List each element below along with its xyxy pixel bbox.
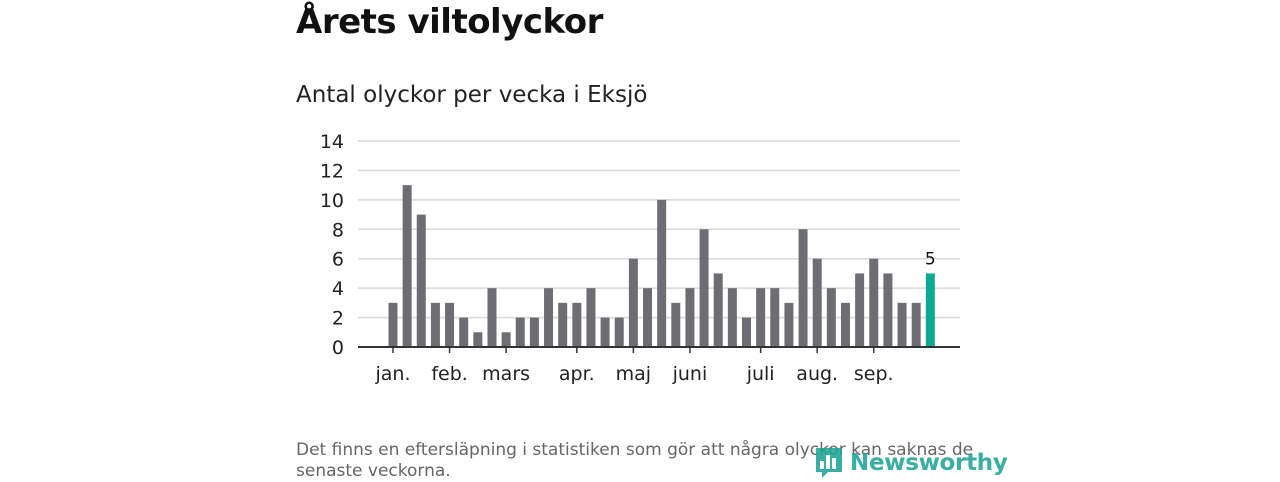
bar <box>798 229 808 347</box>
bars <box>388 185 935 347</box>
bar <box>685 288 695 347</box>
bar <box>756 288 766 347</box>
newsworthy-logo-icon <box>816 448 842 478</box>
bar <box>473 332 483 347</box>
x-tick-label: apr. <box>559 363 595 385</box>
x-tick-label: sep. <box>854 363 894 385</box>
y-axis-ticks: 0 2 4 6 8 10 12 14 <box>320 131 344 359</box>
footnote: Det finns en eftersläpning i statistiken… <box>296 440 974 481</box>
bar <box>445 302 455 347</box>
bar <box>430 302 440 347</box>
newsworthy-logo: Newsworthy <box>814 446 1008 480</box>
bar <box>572 302 582 347</box>
bar <box>402 185 412 347</box>
x-axis: jan. feb. mars apr. maj juni juli aug. sep. <box>358 346 960 385</box>
page-title: Årets viltolyckor <box>296 2 603 42</box>
bar <box>869 258 879 347</box>
bar <box>727 288 737 347</box>
x-tick-label: juli <box>746 363 775 385</box>
bar <box>515 317 525 347</box>
bar <box>388 302 398 347</box>
bar <box>459 317 469 347</box>
data-labels: 5 <box>925 249 936 269</box>
logo-text: Newsworthy <box>850 450 1008 476</box>
x-tick-label: aug. <box>796 363 838 385</box>
bar <box>826 288 836 347</box>
bar <box>416 214 426 347</box>
x-tick-label: juni <box>672 363 708 385</box>
x-tick-label: mars <box>482 363 530 385</box>
bar <box>770 288 780 347</box>
bar <box>586 288 596 347</box>
y-tick-label: 4 <box>332 278 344 300</box>
bar <box>713 273 723 347</box>
y-tick-label: 10 <box>320 190 344 212</box>
bar <box>840 302 850 347</box>
bar <box>529 317 539 347</box>
bar <box>628 258 638 347</box>
bar <box>544 288 554 347</box>
y-tick-label: 8 <box>332 219 344 241</box>
bar <box>643 288 653 347</box>
bar <box>671 302 681 347</box>
y-tick-label: 6 <box>332 249 344 271</box>
bar <box>657 199 667 347</box>
bar <box>487 288 497 347</box>
bar <box>897 302 907 347</box>
data-label-last-week: 5 <box>925 249 936 269</box>
bar <box>812 258 822 347</box>
bar <box>600 317 610 347</box>
bar-highlight <box>925 273 935 347</box>
x-tick-label: feb. <box>431 363 467 385</box>
y-tick-label: 12 <box>320 160 344 182</box>
y-tick-label: 14 <box>320 131 344 153</box>
chart-title: Antal olyckor per vecka i Eksjö <box>296 82 648 108</box>
bar <box>614 317 624 347</box>
bar <box>699 229 709 347</box>
bar <box>742 317 751 347</box>
bar <box>855 273 865 347</box>
bar <box>883 273 893 347</box>
bar <box>784 302 794 347</box>
bar <box>558 302 568 347</box>
bar <box>911 302 921 347</box>
y-tick-label: 0 <box>332 337 344 359</box>
x-tick-label: maj <box>616 363 651 385</box>
y-tick-label: 2 <box>332 308 344 330</box>
bar <box>501 332 511 347</box>
x-tick-label: jan. <box>374 363 410 385</box>
